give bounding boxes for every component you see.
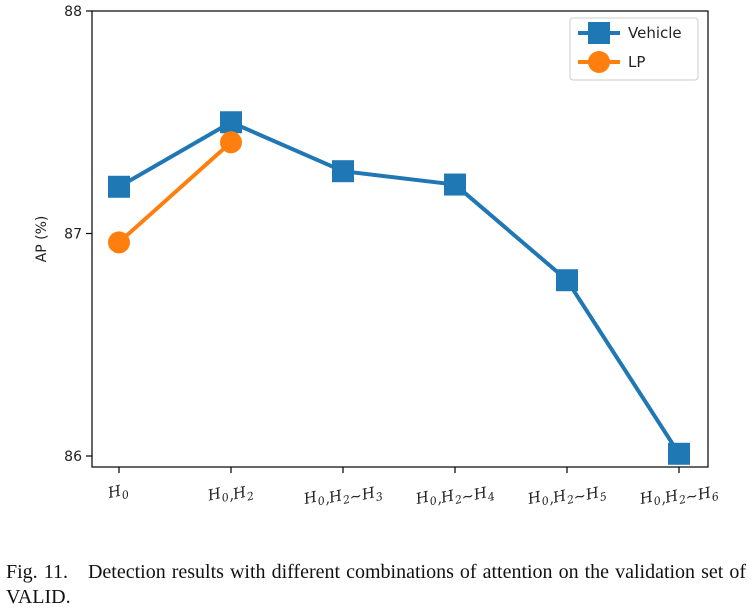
series-line-vehicle <box>118 120 681 455</box>
x-tick-label: H0,H2~H3 <box>301 474 384 519</box>
data-point-vehicle <box>108 175 130 198</box>
x-tick-label: H0,H2~H5 <box>525 474 608 519</box>
x-tick-label: H0,H2~H4 <box>413 474 496 519</box>
legend: Vehicle LP <box>569 17 699 81</box>
legend-label-vehicle: Vehicle <box>628 24 682 42</box>
data-point-vehicle <box>556 269 578 292</box>
data-point-vehicle <box>220 111 242 134</box>
x-tick-label: H0,H2~H6 <box>637 474 720 519</box>
y-axis: 86 87 88 <box>64 4 92 465</box>
series-layer <box>108 111 690 465</box>
series-line-lp <box>117 140 233 244</box>
data-point-vehicle <box>668 442 690 465</box>
legend-marker-vehicle <box>588 22 610 44</box>
data-point-lp <box>108 231 130 254</box>
x-axis: H0 H0,H2 H0,H2~H3 H0,H2~H4 H0,H2~H5 H0,H2~H6 <box>105 467 720 519</box>
legend-label-lp: LP <box>628 53 645 71</box>
data-point-lp <box>220 131 242 154</box>
figure-caption: Fig. 11. Detection results with differen… <box>6 561 746 608</box>
x-tick-label: H0,H2 <box>205 478 255 512</box>
plot-frame <box>91 10 709 468</box>
legend-marker-lp <box>588 51 610 73</box>
x-tick-label: H0 <box>105 480 130 505</box>
y-axis-label: AP (%) <box>34 216 50 263</box>
y-tick-label: 86 <box>64 449 82 465</box>
y-tick-label: 88 <box>64 4 82 20</box>
y-tick-label: 87 <box>64 227 82 243</box>
data-point-vehicle <box>332 160 354 183</box>
data-point-vehicle <box>444 173 466 196</box>
